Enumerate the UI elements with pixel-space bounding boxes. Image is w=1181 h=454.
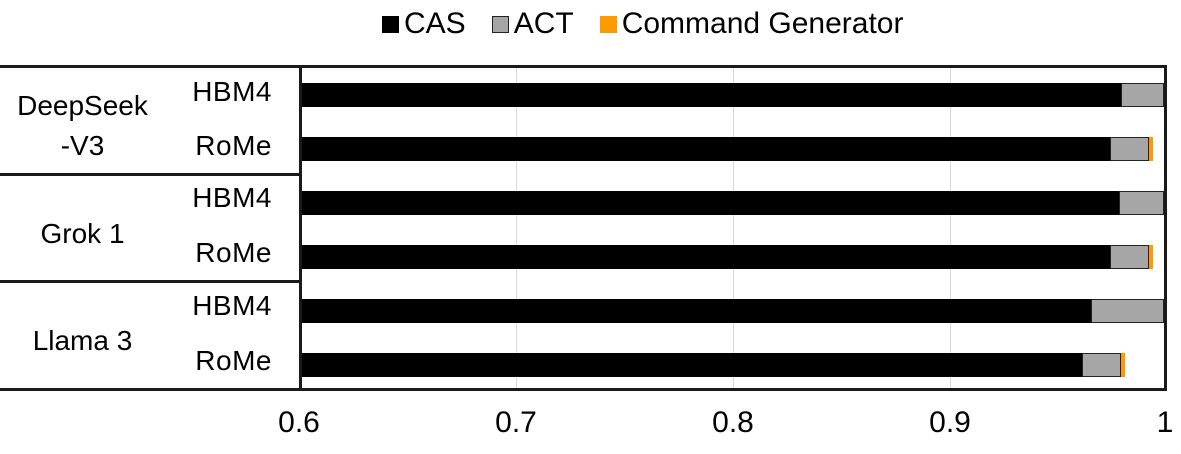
stacked-bar bbox=[302, 83, 1164, 107]
bar-label-hbm4: HBM4 bbox=[192, 182, 272, 213]
legend-label: Command Generator bbox=[621, 7, 904, 40]
group-label-line1: DeepSeek bbox=[17, 90, 148, 121]
bar-segment-cas bbox=[302, 353, 1083, 377]
x-tick-label: 0.9 bbox=[929, 406, 971, 439]
bar-segment-act bbox=[1090, 299, 1164, 323]
bar-segment-act bbox=[1110, 137, 1149, 161]
legend-swatch-command-generator bbox=[599, 15, 617, 33]
bar-segment-cas bbox=[302, 299, 1091, 323]
x-tick-label: 0.7 bbox=[495, 406, 537, 439]
bar-segment-cas bbox=[302, 83, 1121, 107]
bar-segment-act bbox=[1110, 245, 1149, 269]
group-label: DeepSeek -V3 bbox=[0, 86, 165, 166]
bar-segment-cas bbox=[302, 191, 1119, 215]
gridline bbox=[516, 68, 517, 388]
chart-legend: CAS ACT Command Generator bbox=[382, 4, 929, 44]
plot-area bbox=[299, 65, 1167, 391]
group-label: Grok 1 bbox=[40, 218, 125, 249]
bar-segment-act bbox=[1118, 191, 1164, 215]
group-label: Llama 3 bbox=[32, 325, 133, 356]
legend-label: ACT bbox=[513, 7, 574, 40]
legend-item-command-generator: Command Generator bbox=[599, 7, 904, 41]
bar-segment-cas bbox=[302, 245, 1111, 269]
x-tick-label: 0.6 bbox=[278, 406, 320, 439]
legend-swatch-cas bbox=[382, 15, 399, 33]
bar-segment-command-generator bbox=[1148, 137, 1154, 161]
bar-label-rome: RoMe bbox=[195, 237, 272, 268]
legend-label: CAS bbox=[404, 7, 466, 40]
legend-item-cas: CAS bbox=[382, 7, 466, 41]
bar-segment-act bbox=[1120, 83, 1164, 107]
stacked-bar bbox=[302, 191, 1164, 215]
legend-swatch-act bbox=[491, 15, 509, 33]
stacked-bar bbox=[302, 353, 1126, 377]
group-grok-1: Grok 1 HBM4 RoMe bbox=[0, 173, 300, 281]
gridline bbox=[950, 68, 951, 388]
x-tick-label: 0.8 bbox=[712, 406, 754, 439]
bar-segment-command-generator bbox=[1120, 353, 1126, 377]
legend-item-act: ACT bbox=[491, 7, 574, 41]
bar-label-rome: RoMe bbox=[195, 345, 272, 376]
stacked-bar bbox=[302, 245, 1154, 269]
bar-segment-act bbox=[1082, 353, 1121, 377]
group-label-line2: -V3 bbox=[60, 130, 105, 161]
bar-label-hbm4: HBM4 bbox=[192, 76, 272, 107]
bar-segment-command-generator bbox=[1148, 245, 1154, 269]
bar-label-rome: RoMe bbox=[195, 130, 272, 161]
bar-label-hbm4: HBM4 bbox=[192, 290, 272, 321]
group-deepseek-v3: DeepSeek -V3 HBM4 RoMe bbox=[0, 65, 300, 173]
stacked-bar bbox=[302, 299, 1164, 323]
bar-segment-cas bbox=[302, 137, 1111, 161]
group-llama-3: Llama 3 HBM4 RoMe bbox=[0, 280, 300, 391]
gridline bbox=[733, 68, 734, 388]
x-tick-label: 1 bbox=[1156, 406, 1174, 439]
category-axis-table: DeepSeek -V3 HBM4 RoMe Grok 1 HBM4 RoMe … bbox=[0, 65, 300, 391]
stacked-bar bbox=[302, 137, 1154, 161]
